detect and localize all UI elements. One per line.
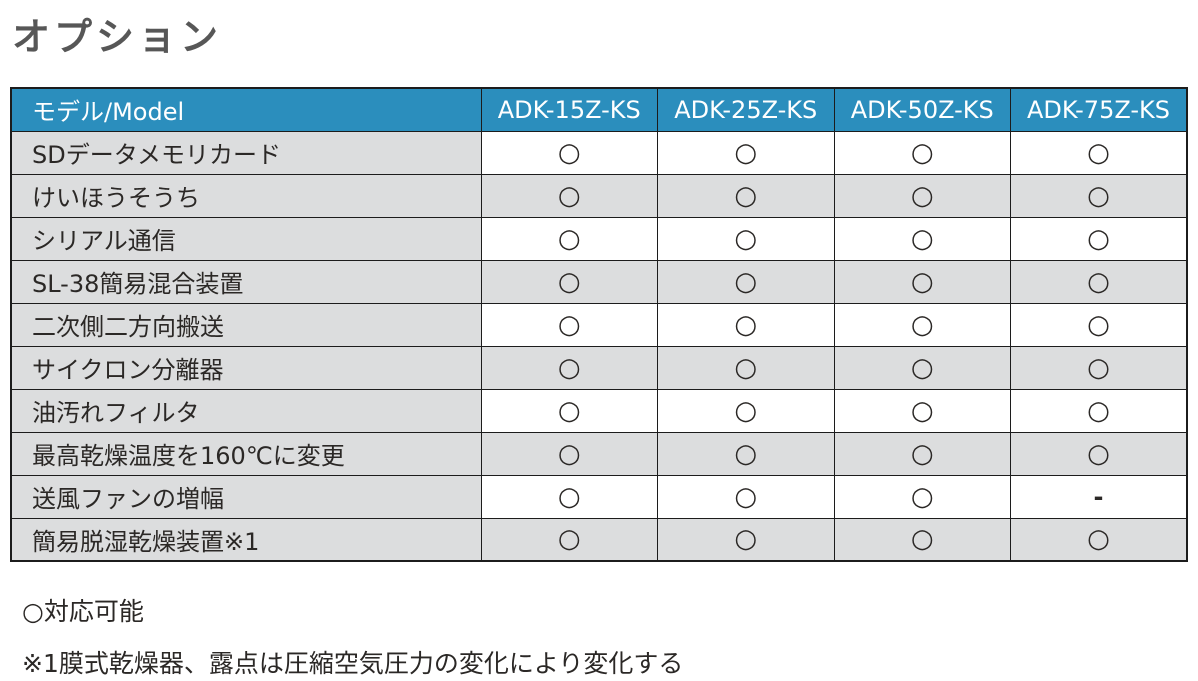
available-circle-mark: ○ (657, 388, 835, 433)
legend-available-note: ○対応可能 (22, 597, 144, 626)
option-label-cell: 送風ファンの増幅 (10, 474, 482, 519)
footnote-note: ※1膜式乾燥器、露点は圧縮空気圧力の変化により変化する (22, 649, 684, 678)
available-circle-mark: ○ (833, 173, 1011, 218)
available-circle-mark: ○ (833, 517, 1011, 562)
column-header-adk-15z-ks: ADK-15Z-KS (480, 87, 658, 132)
available-circle-mark: ○ (657, 173, 835, 218)
available-circle-mark: ○ (657, 517, 835, 562)
available-circle-mark: ○ (1010, 431, 1188, 476)
available-circle-mark: ○ (833, 388, 1011, 433)
available-circle-mark: ○ (480, 517, 658, 562)
option-label-cell: 簡易脱湿乾燥装置※1 (10, 517, 482, 562)
available-circle-mark: ○ (480, 216, 658, 261)
table-header-row: モデル/Model ADK-15Z-KS ADK-25Z-KS ADK-50Z-… (10, 87, 1188, 132)
available-circle-mark: ○ (657, 431, 835, 476)
available-circle-mark: ○ (1010, 216, 1188, 261)
column-header-adk-25z-ks: ADK-25Z-KS (657, 87, 835, 132)
available-circle-mark: ○ (657, 474, 835, 519)
available-circle-mark: ○ (833, 130, 1011, 175)
available-circle-mark: ○ (657, 259, 835, 304)
not-available-mark: - (1010, 474, 1188, 519)
table-row: SDデータメモリカード ○ ○ ○ ○ (10, 130, 1188, 175)
available-circle-mark: ○ (833, 302, 1011, 347)
option-label-cell: 最高乾燥温度を160℃に変更 (10, 431, 482, 476)
option-label-cell: サイクロン分離器 (10, 345, 482, 390)
available-circle-mark: ○ (480, 388, 658, 433)
table-row: シリアル通信 ○ ○ ○ ○ (10, 216, 1188, 261)
table-row: けいほうそうち ○ ○ ○ ○ (10, 173, 1188, 218)
model-header-cell: モデル/Model (10, 87, 482, 132)
available-circle-mark: ○ (833, 216, 1011, 261)
table-row: 送風ファンの増幅 ○ ○ ○ - (10, 474, 1188, 519)
available-circle-mark: ○ (1010, 517, 1188, 562)
available-circle-mark: ○ (480, 302, 658, 347)
table-row: 油汚れフィルタ ○ ○ ○ ○ (10, 388, 1188, 433)
available-circle-mark: ○ (1010, 345, 1188, 390)
available-circle-mark: ○ (833, 345, 1011, 390)
available-circle-mark: ○ (833, 259, 1011, 304)
option-label-cell: シリアル通信 (10, 216, 482, 261)
available-circle-mark: ○ (657, 302, 835, 347)
available-circle-mark: ○ (480, 130, 658, 175)
available-circle-mark: ○ (480, 173, 658, 218)
available-circle-mark: ○ (1010, 130, 1188, 175)
available-circle-mark: ○ (833, 474, 1011, 519)
option-label-cell: 油汚れフィルタ (10, 388, 482, 433)
available-circle-mark: ○ (480, 345, 658, 390)
available-circle-mark: ○ (833, 431, 1011, 476)
available-circle-mark: ○ (1010, 259, 1188, 304)
available-circle-mark: ○ (1010, 173, 1188, 218)
available-circle-mark: ○ (1010, 388, 1188, 433)
options-table-body: SDデータメモリカード ○ ○ ○ ○ けいほうそうち ○ ○ ○ ○ シリアル通信 ○ ○ ○ ○ SL-3… (10, 130, 1188, 562)
available-circle-mark: ○ (657, 130, 835, 175)
option-label-cell: SDデータメモリカード (10, 130, 482, 175)
table-row: 簡易脱湿乾燥装置※1 ○ ○ ○ ○ (10, 517, 1188, 562)
available-circle-mark: ○ (1010, 302, 1188, 347)
available-circle-mark: ○ (480, 259, 658, 304)
option-label-cell: けいほうそうち (10, 173, 482, 218)
available-circle-mark: ○ (657, 345, 835, 390)
table-row: 二次側二方向搬送 ○ ○ ○ ○ (10, 302, 1188, 347)
available-circle-mark: ○ (657, 216, 835, 261)
option-label-cell: 二次側二方向搬送 (10, 302, 482, 347)
table-row: SL-38簡易混合装置 ○ ○ ○ ○ (10, 259, 1188, 304)
page-title: オプション (12, 15, 223, 59)
column-header-adk-75z-ks: ADK-75Z-KS (1010, 87, 1188, 132)
table-row: サイクロン分離器 ○ ○ ○ ○ (10, 345, 1188, 390)
available-circle-mark: ○ (480, 474, 658, 519)
table-row: 最高乾燥温度を160℃に変更 ○ ○ ○ ○ (10, 431, 1188, 476)
options-table: モデル/Model ADK-15Z-KS ADK-25Z-KS ADK-50Z-… (10, 87, 1188, 562)
available-circle-mark: ○ (480, 431, 658, 476)
column-header-adk-50z-ks: ADK-50Z-KS (833, 87, 1011, 132)
option-label-cell: SL-38簡易混合装置 (10, 259, 482, 304)
options-table-head: モデル/Model ADK-15Z-KS ADK-25Z-KS ADK-50Z-… (10, 87, 1188, 132)
